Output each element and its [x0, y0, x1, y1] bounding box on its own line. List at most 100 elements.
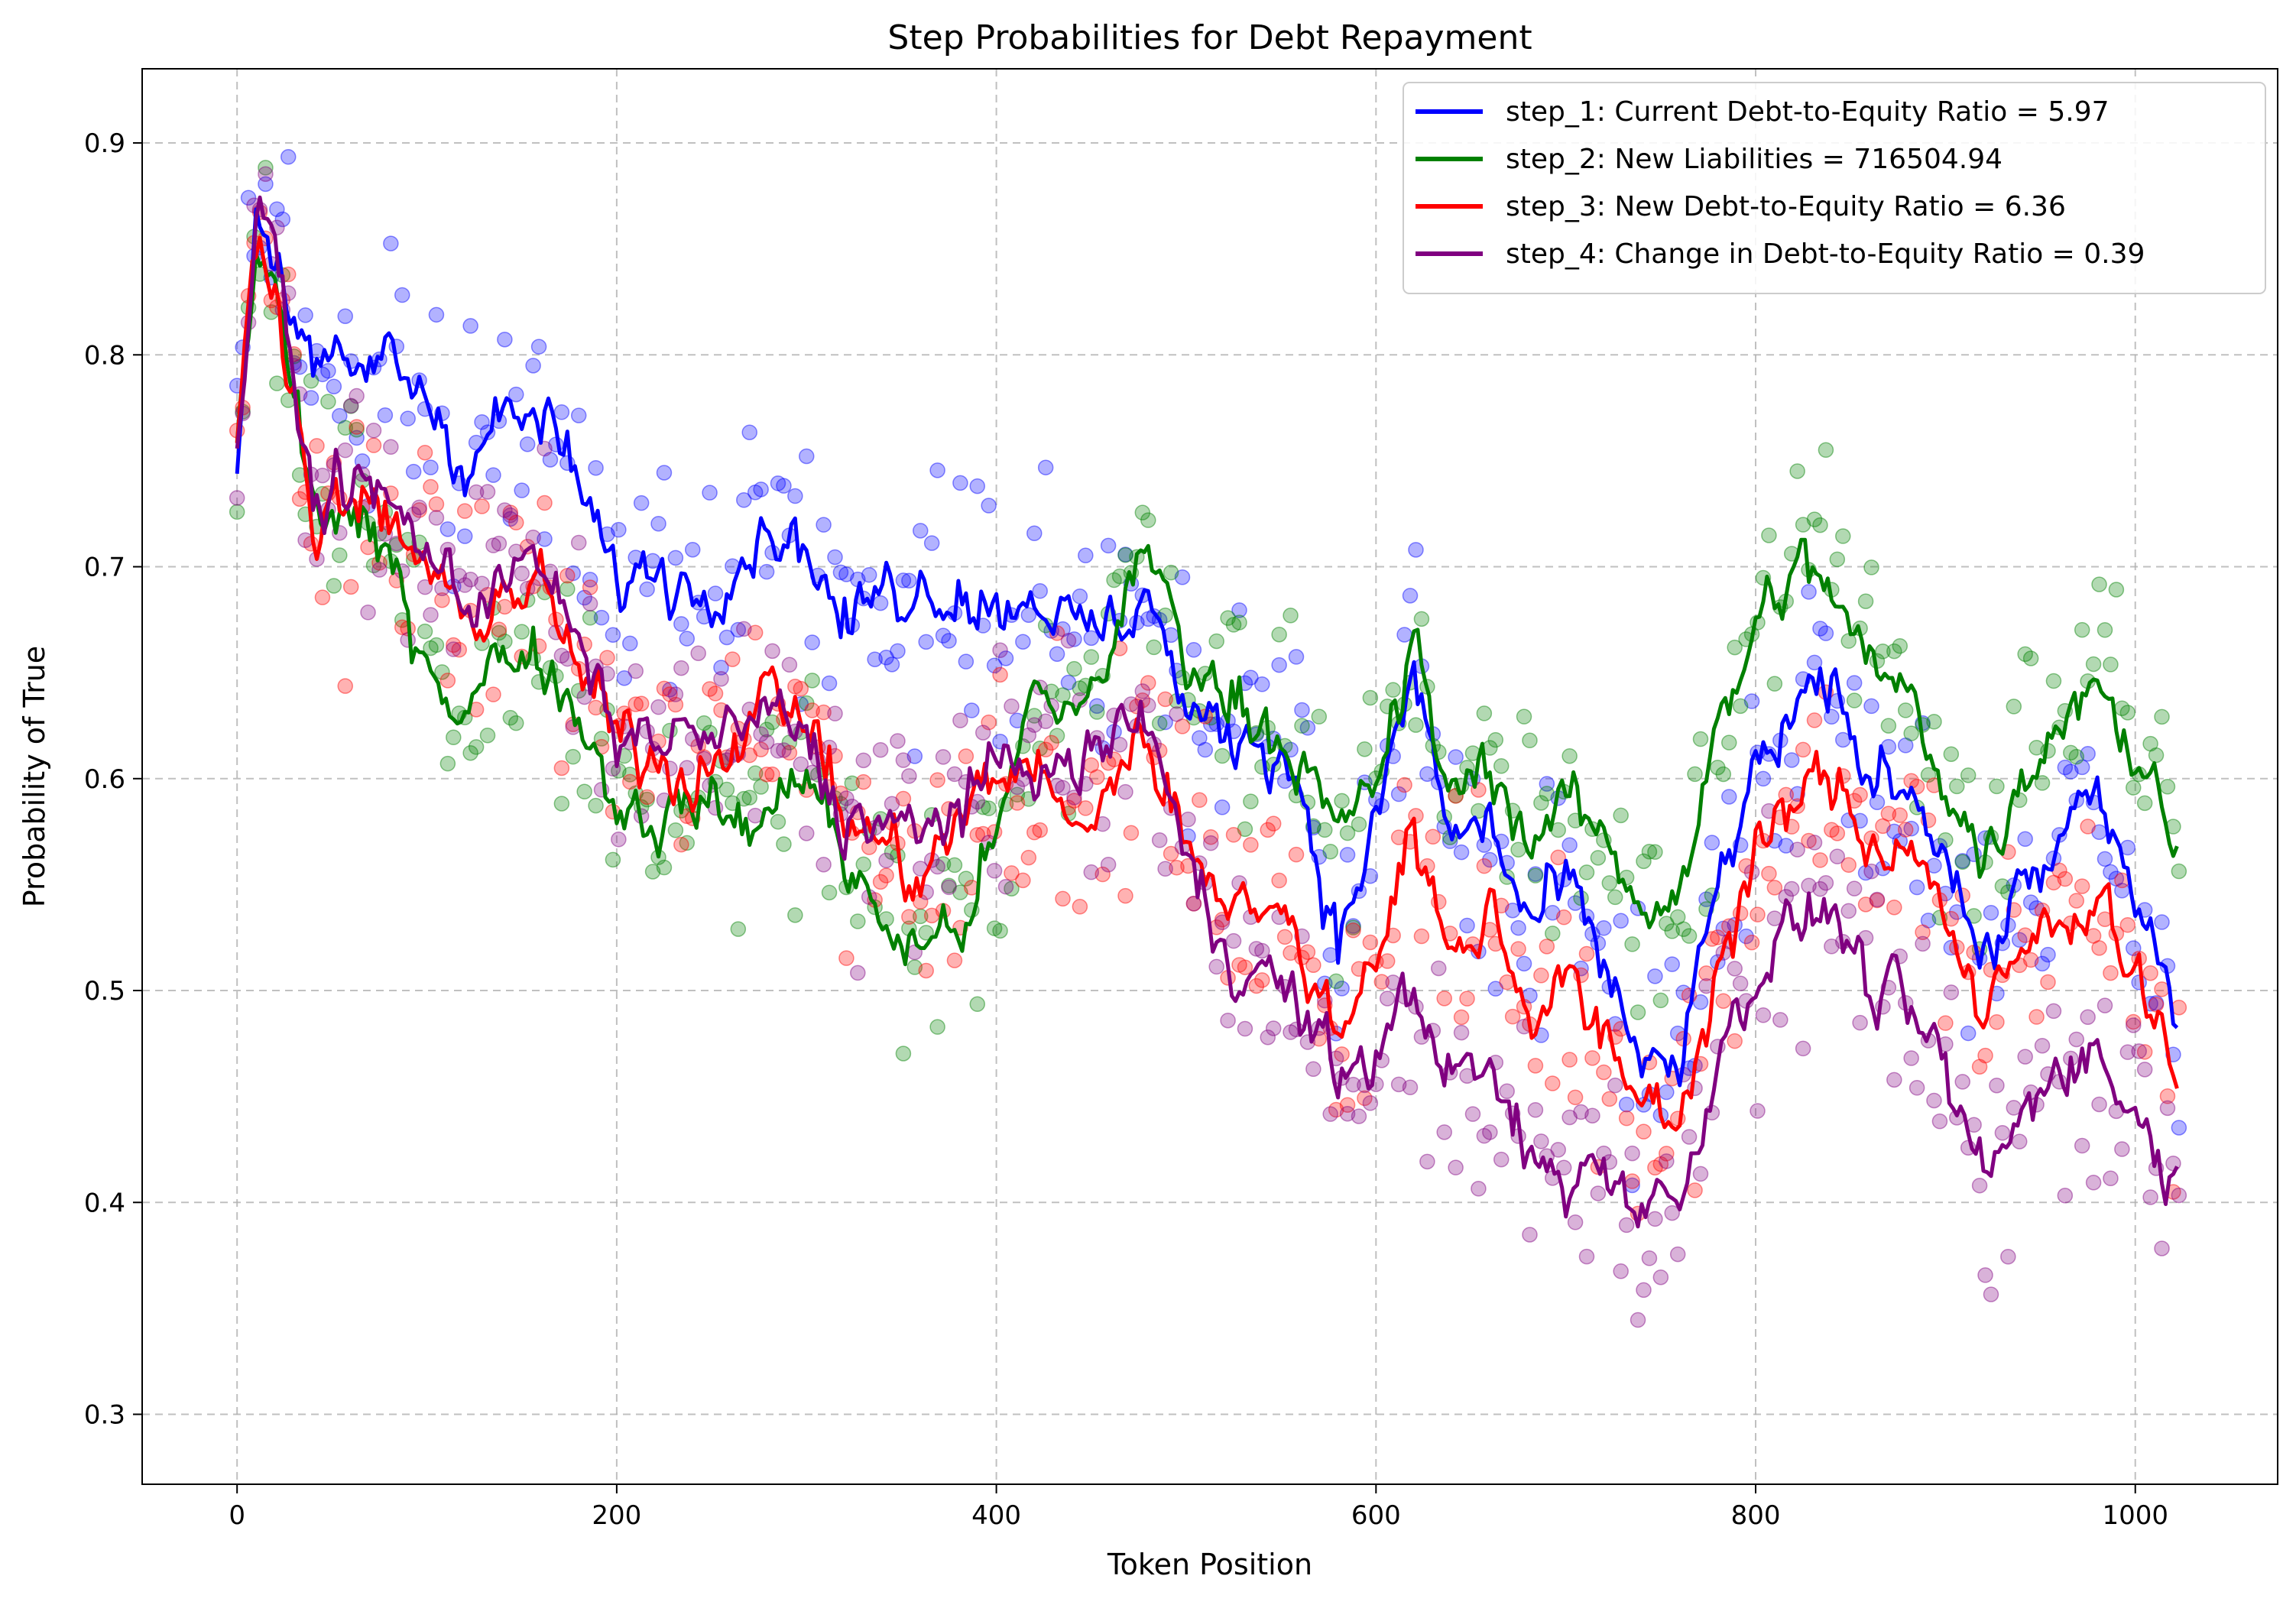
x-axis-label: Token Position: [1107, 1548, 1312, 1581]
series-2-point: [1134, 504, 1151, 520]
series-3-point: [1989, 1014, 2005, 1030]
series-3-point: [702, 681, 718, 697]
series-2-point: [946, 857, 963, 874]
series-4-point: [1527, 1102, 1544, 1118]
series-3-point: [2074, 878, 2090, 894]
series-2-point: [337, 420, 353, 436]
series-4-point: [611, 832, 627, 848]
series-3-point: [1659, 1146, 1675, 1162]
series-1-point: [1812, 621, 1828, 637]
series-3-point: [2045, 874, 2062, 891]
series-4-point: [2091, 1096, 2107, 1113]
series-1-point: [2034, 955, 2051, 972]
series-4-point: [462, 571, 478, 588]
series-1-point: [1402, 588, 1419, 604]
series-2-point: [1140, 512, 1156, 528]
series-1-point: [542, 452, 559, 468]
series-1-point: [1743, 693, 1760, 709]
series-3-point: [1299, 944, 1316, 960]
series-3-point: [1009, 795, 1026, 811]
series-1-point: [320, 363, 336, 379]
chart-title: Step Probabilities for Debt Repayment: [887, 18, 1532, 57]
series-3-point: [2057, 871, 2074, 887]
series-4-point: [1339, 1105, 1356, 1122]
series-2-point: [1561, 747, 1578, 764]
series-2-point: [753, 779, 769, 795]
series-1-point: [1664, 956, 1680, 972]
series-1-point: [2154, 914, 2170, 930]
series-2-point: [320, 394, 336, 410]
series-2-point: [821, 884, 838, 901]
series-3-point: [365, 437, 382, 453]
series-2-point: [2159, 779, 2176, 795]
series-2-point: [918, 925, 934, 941]
series-1-point: [2080, 746, 2096, 762]
series-3-point: [673, 836, 689, 853]
series-4-point: [1151, 832, 1168, 848]
series-2-point: [913, 908, 929, 925]
series-4-point: [781, 657, 798, 673]
series-1-point: [1516, 955, 1532, 972]
y-tick-label: 0.8: [84, 340, 125, 371]
series-2-point: [855, 856, 872, 873]
series-1-point: [1903, 820, 1919, 837]
series-1-point: [935, 627, 952, 644]
series-1-point: [1983, 904, 1999, 921]
series-1-point: [514, 482, 530, 498]
series-1-point: [297, 307, 313, 323]
series-3-point: [349, 419, 365, 435]
series-1-point: [662, 681, 678, 698]
series-2-point: [2125, 780, 2142, 796]
series-3-point: [337, 678, 353, 694]
series-2-point: [588, 797, 604, 814]
series-1-point: [1897, 738, 1914, 754]
series-2-point: [2028, 740, 2045, 756]
series-3-point: [758, 766, 775, 783]
x-tick-label: 800: [1731, 1500, 1781, 1531]
series-4-point: [1351, 1108, 1367, 1124]
series-1-point: [519, 436, 536, 452]
series-2-point: [446, 729, 462, 746]
series-3-point: [878, 867, 894, 884]
series-3-point: [656, 680, 673, 697]
series-4-point: [673, 660, 689, 676]
series-3-point: [2136, 1044, 2153, 1060]
series-4-point: [667, 686, 684, 702]
series-4-point: [1476, 1127, 1493, 1144]
series-2-point: [332, 547, 348, 563]
series-1-point: [986, 657, 1003, 674]
series-4-point: [1750, 1103, 1766, 1119]
series-4-point: [1436, 1124, 1452, 1140]
series-3-point: [1750, 906, 1766, 922]
series-2-point: [1766, 676, 1783, 692]
series-1-point: [2108, 871, 2125, 887]
series-2-point: [1385, 682, 1401, 698]
series-4-point: [1578, 1248, 1595, 1265]
series-2-point: [844, 775, 861, 792]
series-4-point: [1225, 932, 1242, 949]
series-1-point: [439, 521, 456, 537]
series-3-point: [1015, 872, 1031, 889]
series-3-point: [342, 579, 359, 595]
series-2-point: [1875, 644, 1891, 660]
series-3-point: [1276, 929, 1293, 945]
series-1-point: [565, 565, 582, 582]
series-4-point: [1561, 1109, 1578, 1126]
series-1-line: [235, 207, 2179, 1088]
series-3-point: [992, 666, 1008, 683]
series-1-point: [383, 235, 399, 251]
series-2-point: [428, 637, 445, 653]
series-2-point: [1721, 734, 1737, 751]
series-3-point: [2040, 974, 2056, 991]
series-3-point: [1248, 978, 1265, 994]
series-4-point: [2159, 1100, 2176, 1117]
series-2-point: [1681, 928, 1698, 944]
series-2-point: [1954, 854, 1970, 870]
series-4-point: [337, 442, 353, 459]
series-4-point: [342, 397, 359, 414]
series-2-point: [1066, 660, 1082, 677]
series-1-point: [525, 358, 541, 374]
series-4-point: [1055, 780, 1071, 796]
series-1-point: [895, 572, 912, 588]
series-1-point: [1174, 569, 1191, 585]
